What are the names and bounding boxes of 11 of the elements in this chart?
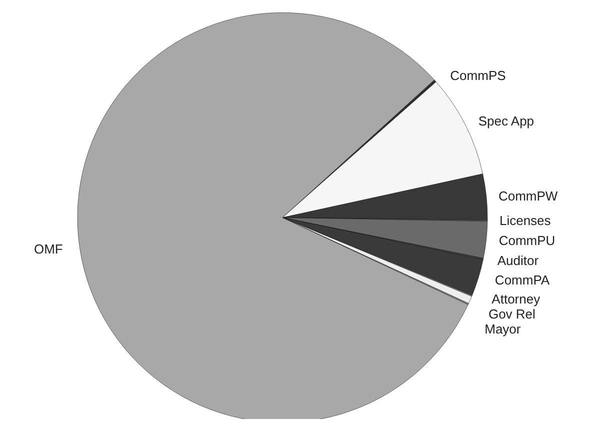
- slice-label: Mayor: [484, 321, 522, 336]
- slice-label: OMF: [34, 242, 63, 257]
- slice-label: CommPU: [498, 233, 556, 248]
- slice-label: CommPS: [450, 68, 506, 84]
- slice-label: Auditor: [497, 253, 540, 268]
- slice-label: Attorney: [492, 291, 541, 306]
- slice-label: Licenses: [499, 213, 552, 228]
- slice-label: CommPA: [494, 272, 550, 288]
- slice-label: CommPW: [498, 188, 558, 204]
- slice-label: Gov Rel: [488, 306, 536, 322]
- slice-label: Spec App: [478, 114, 534, 129]
